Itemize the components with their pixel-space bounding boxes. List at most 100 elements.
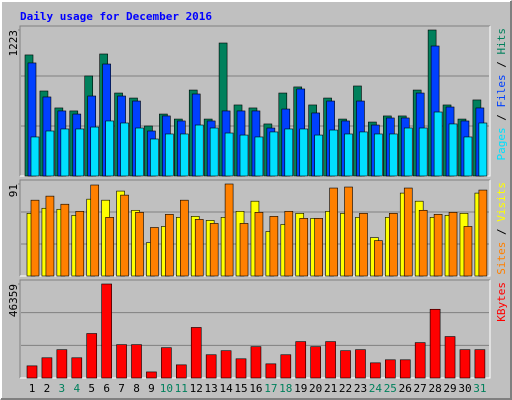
- x-tick-label: 30: [458, 382, 471, 395]
- bar: [254, 212, 264, 277]
- x-tick-label: 18: [279, 382, 292, 395]
- x-tick-label: 26: [399, 382, 412, 395]
- x-tick-label: 20: [309, 382, 322, 395]
- bar: [239, 223, 249, 277]
- bar: [30, 136, 40, 177]
- bar: [254, 136, 264, 177]
- bar: [176, 364, 187, 379]
- bar: [86, 333, 98, 379]
- bar: [146, 371, 157, 379]
- x-tick-label: 22: [339, 382, 352, 395]
- bar: [90, 184, 100, 277]
- legend-entry: Visits: [495, 182, 508, 222]
- x-tick-label: 8: [133, 382, 140, 395]
- bar: [135, 212, 144, 277]
- bar: [194, 124, 204, 177]
- y-tick-label: 1223: [7, 30, 20, 57]
- bar: [220, 350, 232, 379]
- bar: [75, 128, 85, 177]
- bar: [250, 346, 262, 379]
- bar: [403, 127, 413, 177]
- y-tick-label: 46359: [7, 284, 20, 317]
- bar: [478, 122, 488, 177]
- bar: [101, 283, 112, 379]
- bar: [359, 131, 368, 177]
- bar: [284, 210, 294, 277]
- bar: [374, 133, 383, 177]
- x-tick-label: 16: [249, 382, 262, 395]
- x-tick-label: 9: [148, 382, 155, 395]
- bar: [105, 217, 114, 277]
- bar: [265, 363, 277, 379]
- bar: [389, 133, 398, 177]
- x-tick-label: 11: [175, 382, 188, 395]
- x-tick-label: 4: [73, 382, 80, 395]
- bar: [180, 199, 189, 277]
- bar: [355, 349, 366, 379]
- x-tick-label: 6: [103, 382, 110, 395]
- x-tick-label: 28: [428, 382, 441, 395]
- x-tick-label: 1: [29, 382, 36, 395]
- legend-entry: Sites: [495, 242, 508, 275]
- bar: [224, 132, 234, 177]
- bar: [314, 134, 323, 177]
- x-tick-label: 31: [473, 382, 486, 395]
- bar: [418, 127, 428, 177]
- bar: [299, 128, 309, 177]
- bar: [194, 219, 204, 277]
- legend: KBytes: [495, 282, 508, 322]
- bar: [433, 214, 443, 277]
- bar: [45, 130, 55, 177]
- bar: [448, 123, 458, 177]
- bar: [190, 327, 202, 379]
- bar: [403, 187, 413, 277]
- panel-border-dark: [19, 279, 490, 378]
- bar: [60, 203, 70, 277]
- bar: [150, 227, 159, 277]
- bar: [30, 199, 40, 277]
- bar: [463, 226, 473, 277]
- bar: [344, 186, 353, 277]
- bar: [340, 350, 351, 379]
- bar: [105, 120, 114, 177]
- bar: [41, 357, 53, 379]
- legend-entry: Files: [495, 74, 508, 107]
- bar: [448, 212, 458, 277]
- x-tick-label: 24: [369, 382, 383, 395]
- x-tick-label: 27: [414, 382, 427, 395]
- x-tick-label: 3: [59, 382, 66, 395]
- legend-entry: KBytes: [495, 282, 508, 322]
- bar: [433, 111, 443, 177]
- legend: Pages / Files / Hits: [495, 28, 508, 161]
- x-tick-label: 7: [118, 382, 125, 395]
- bar: [385, 359, 396, 379]
- legend-entry: Hits: [495, 28, 508, 55]
- bar: [45, 195, 55, 277]
- bar: [389, 213, 398, 277]
- x-tick-label: 19: [294, 382, 307, 395]
- bar: [165, 214, 174, 277]
- x-tick-label: 15: [234, 382, 247, 395]
- bar: [224, 183, 234, 277]
- legend-separator: /: [495, 108, 508, 128]
- bar: [116, 344, 127, 379]
- legend-separator: /: [495, 55, 508, 75]
- bar: [310, 346, 321, 379]
- x-tick-label: 21: [324, 382, 337, 395]
- bar: [269, 216, 279, 277]
- bar: [444, 336, 456, 379]
- x-tick-label: 12: [190, 382, 203, 395]
- bar: [374, 240, 383, 277]
- y-tick-label: 91: [7, 184, 20, 197]
- x-tick-label: 23: [354, 382, 367, 395]
- bar: [135, 127, 144, 177]
- x-tick-label: 2: [44, 382, 51, 395]
- bar: [474, 349, 486, 379]
- bar: [299, 218, 309, 277]
- bar: [399, 359, 411, 379]
- x-tick-label: 5: [88, 382, 95, 395]
- bar: [329, 187, 338, 277]
